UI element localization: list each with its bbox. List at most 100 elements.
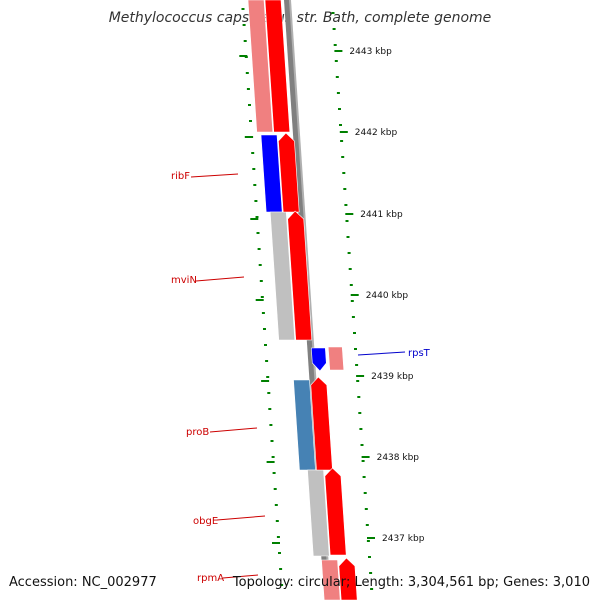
gene-label-obgE: obgE — [193, 516, 218, 527]
minor-tick — [254, 200, 258, 202]
accession-label: Accession: NC_002977 — [9, 575, 157, 590]
minor-tick — [274, 504, 278, 506]
major-tick — [361, 456, 370, 458]
minor-tick — [246, 88, 250, 90]
minor-tick — [276, 536, 280, 538]
minor-tick — [258, 264, 262, 266]
minor-tick — [267, 392, 271, 394]
minor-tick — [241, 8, 245, 10]
gene-feature-rpmA — [321, 559, 341, 600]
gene-feature-red — [338, 557, 358, 600]
minor-tick — [260, 296, 264, 298]
minor-tick — [242, 24, 246, 26]
minor-tick — [261, 312, 265, 314]
minor-tick — [370, 588, 374, 590]
minor-tick — [279, 568, 283, 570]
gene-leader-line — [190, 173, 239, 178]
minor-tick — [264, 344, 267, 346]
minor-tick — [365, 524, 369, 526]
gene-label-ribF: ribF — [171, 171, 190, 182]
minor-tick — [245, 72, 249, 74]
minor-tick — [357, 396, 361, 398]
labels: 2443 kbp 2442 kbp 2441 kbp 2440 kbp 2439 kbp… — [171, 47, 431, 584]
gene-features — [247, 0, 358, 600]
minor-tick — [259, 280, 263, 282]
minor-tick — [359, 428, 363, 430]
gene-feature-small — [327, 346, 345, 371]
minor-tick — [336, 92, 340, 94]
minor-tick — [252, 168, 256, 170]
minor-tick — [280, 584, 284, 586]
major-tick — [239, 55, 248, 57]
genome-title: Methylococcus capsulatus str. Bath, comp… — [108, 10, 492, 26]
minor-tick — [342, 172, 346, 174]
gene-leader-line — [222, 574, 259, 579]
major-tick — [255, 299, 264, 301]
position-label: 2443 kbp — [349, 47, 392, 57]
minor-tick — [265, 360, 269, 362]
minor-tick — [368, 556, 371, 558]
gene-feature-red — [310, 376, 333, 471]
position-label: 2442 kbp — [355, 128, 398, 138]
gene-feature-red — [278, 132, 300, 213]
minor-tick — [278, 552, 281, 554]
gene-label-mviN: mviN — [171, 275, 197, 286]
gene-leader-line — [357, 351, 406, 356]
minor-tick — [353, 332, 356, 334]
scale-ticks — [239, 8, 375, 590]
minor-tick — [268, 408, 272, 410]
minor-tick — [344, 204, 348, 206]
minor-tick — [333, 44, 337, 46]
minor-tick — [335, 76, 339, 78]
gene-leader-line — [209, 427, 258, 433]
gene-feature-mviN — [269, 211, 296, 341]
position-label: 2438 kbp — [377, 453, 420, 463]
gene-feature-red — [324, 467, 347, 556]
major-tick — [345, 213, 354, 215]
minor-tick — [266, 376, 270, 378]
gene-label-rpsT: rpsT — [408, 348, 431, 359]
minor-tick — [275, 520, 279, 522]
major-tick — [250, 218, 259, 220]
minor-tick — [340, 140, 344, 142]
minor-tick — [255, 216, 259, 218]
minor-tick — [270, 440, 274, 442]
gene-feature-pink — [247, 0, 274, 133]
minor-tick — [343, 188, 347, 190]
gene-feature-red — [264, 0, 291, 133]
major-tick — [350, 294, 359, 296]
minor-tick — [338, 108, 341, 110]
position-label: 2439 kbp — [371, 372, 414, 382]
minor-tick — [366, 540, 370, 542]
minor-tick — [345, 220, 349, 222]
minor-tick — [358, 412, 362, 414]
minor-tick — [349, 284, 353, 286]
minor-tick — [350, 300, 354, 302]
minor-tick — [263, 328, 266, 330]
minor-tick — [369, 572, 373, 574]
minor-tick — [256, 232, 260, 234]
minor-tick — [362, 476, 366, 478]
genome-summary: Topology: circular; Length: 3,304,561 bp… — [232, 575, 590, 590]
gene-leader-line — [216, 515, 266, 521]
gene-label-rpmA: rpmA — [197, 573, 224, 584]
major-tick — [356, 375, 365, 377]
minor-tick — [339, 124, 342, 126]
minor-tick — [249, 120, 252, 122]
minor-tick — [347, 252, 351, 254]
minor-tick — [271, 456, 275, 458]
minor-tick — [351, 316, 355, 318]
minor-tick — [355, 364, 359, 366]
position-label: 2437 kbp — [382, 534, 425, 544]
minor-tick — [364, 508, 368, 510]
minor-tick — [360, 444, 364, 446]
minor-tick — [257, 248, 261, 250]
minor-tick — [272, 472, 276, 474]
minor-tick — [243, 40, 247, 42]
minor-tick — [248, 104, 251, 106]
minor-tick — [332, 28, 336, 30]
major-tick — [266, 461, 275, 463]
major-tick — [244, 136, 253, 138]
